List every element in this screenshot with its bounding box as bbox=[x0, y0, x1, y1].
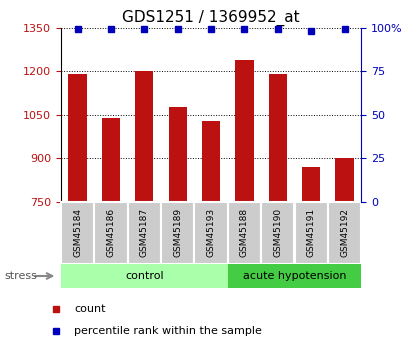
Text: control: control bbox=[125, 271, 164, 281]
Text: count: count bbox=[74, 304, 106, 314]
Bar bbox=[61, 202, 94, 264]
Text: percentile rank within the sample: percentile rank within the sample bbox=[74, 326, 262, 336]
Bar bbox=[168, 107, 187, 202]
Title: GDS1251 / 1369952_at: GDS1251 / 1369952_at bbox=[122, 10, 300, 26]
Text: stress: stress bbox=[4, 271, 37, 281]
Bar bbox=[161, 202, 194, 264]
Bar bbox=[128, 202, 161, 264]
Bar bbox=[68, 74, 87, 202]
Text: GSM45187: GSM45187 bbox=[140, 208, 149, 257]
Bar bbox=[135, 71, 153, 202]
Text: acute hypotension: acute hypotension bbox=[243, 271, 346, 281]
Text: GSM45190: GSM45190 bbox=[273, 208, 282, 257]
Bar bbox=[102, 118, 120, 202]
Text: GSM45191: GSM45191 bbox=[307, 208, 316, 257]
Text: GSM45192: GSM45192 bbox=[340, 208, 349, 257]
Bar bbox=[302, 167, 320, 202]
Text: GSM45186: GSM45186 bbox=[106, 208, 116, 257]
Text: GSM45184: GSM45184 bbox=[73, 208, 82, 257]
Bar bbox=[194, 202, 228, 264]
Bar bbox=[328, 202, 361, 264]
Bar bbox=[202, 120, 220, 202]
Bar bbox=[261, 202, 294, 264]
Text: GSM45193: GSM45193 bbox=[207, 208, 215, 257]
Bar bbox=[228, 264, 361, 288]
Bar bbox=[335, 158, 354, 202]
Bar bbox=[228, 202, 261, 264]
Bar bbox=[235, 60, 254, 202]
Bar bbox=[61, 264, 228, 288]
Text: GSM45188: GSM45188 bbox=[240, 208, 249, 257]
Bar bbox=[94, 202, 128, 264]
Text: GSM45189: GSM45189 bbox=[173, 208, 182, 257]
Bar bbox=[269, 74, 287, 202]
Bar bbox=[294, 202, 328, 264]
